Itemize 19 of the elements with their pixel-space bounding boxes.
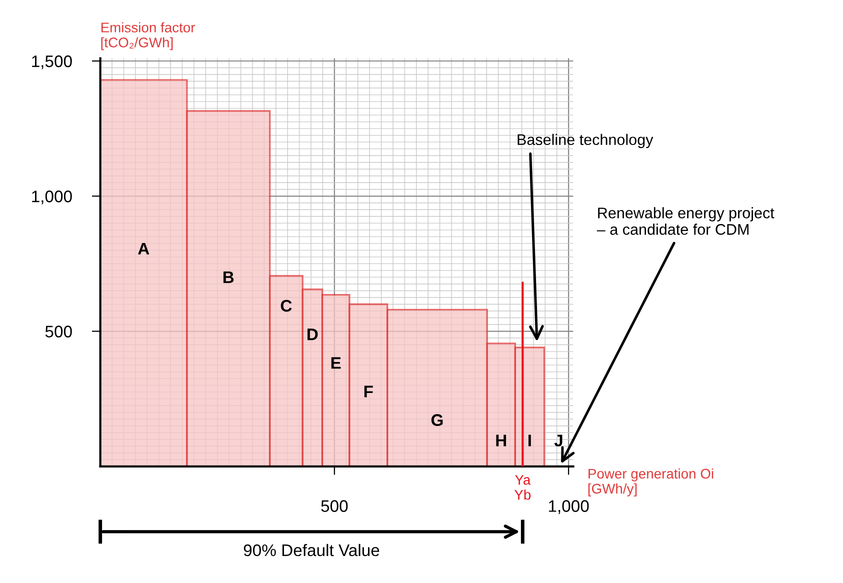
x-axis-title: Power generation Oi [GWh/y]	[588, 468, 714, 496]
y-tick-label: 500	[45, 326, 72, 338]
text: Renewable energy project – a candidate for CDM	[596, 207, 774, 235]
category-label: F	[364, 386, 373, 398]
ref-line-label: Ya Yb	[514, 475, 531, 500]
category-label: G	[431, 414, 443, 426]
category-label: E	[331, 357, 341, 369]
y-tick-label: 1,000	[32, 190, 72, 204]
category-label: C	[280, 300, 292, 312]
y-axis-title: Emission factor [tCO₂/GWh]	[101, 22, 196, 50]
category-label: J	[554, 434, 562, 446]
text: 90% Default Value	[244, 544, 380, 556]
category-label: A	[138, 242, 150, 254]
y-tick-label: 1,500	[32, 55, 72, 70]
category-label: B	[223, 272, 234, 283]
category-label: D	[308, 328, 318, 340]
category-label: H	[496, 434, 506, 446]
annotation: Baseline technology	[518, 134, 654, 148]
category-label: I	[528, 434, 531, 446]
